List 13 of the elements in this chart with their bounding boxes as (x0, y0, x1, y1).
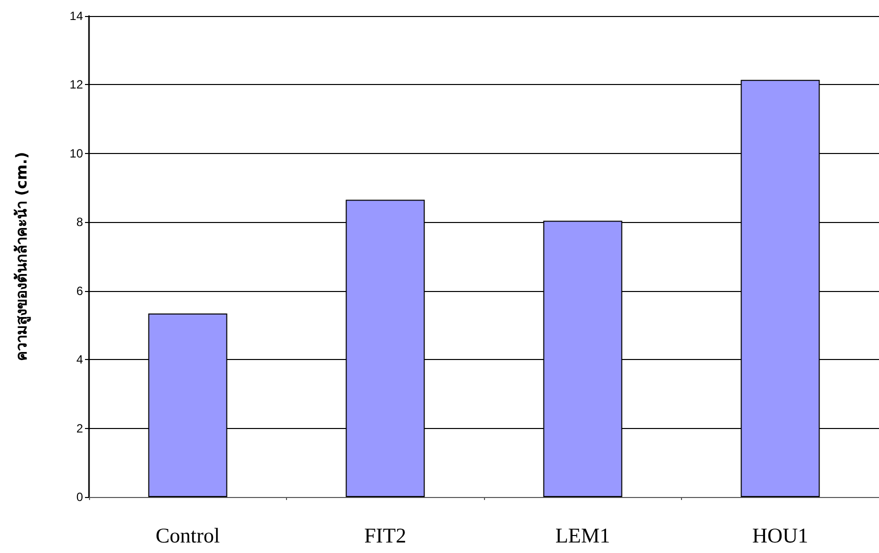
x-tick-label: LEM1 (555, 524, 610, 548)
y-tick-label: 4 (76, 352, 84, 367)
y-tick-label: 12 (70, 78, 84, 92)
x-tick-label: Control (156, 524, 220, 548)
y-tick-label: 0 (76, 490, 84, 504)
y-tick-label: 8 (76, 215, 84, 230)
x-tick-label: HOU1 (752, 524, 808, 548)
y-tick-label: 14 (70, 9, 84, 23)
y-tick-label: 10 (70, 146, 84, 160)
y-tick-label: 2 (76, 421, 84, 436)
y-axis-title: ความสูงของต้นกล้าคะน้า (cm.) (12, 152, 32, 362)
x-tick-label: FIT2 (364, 524, 406, 548)
y-tick-label: 6 (76, 284, 84, 298)
